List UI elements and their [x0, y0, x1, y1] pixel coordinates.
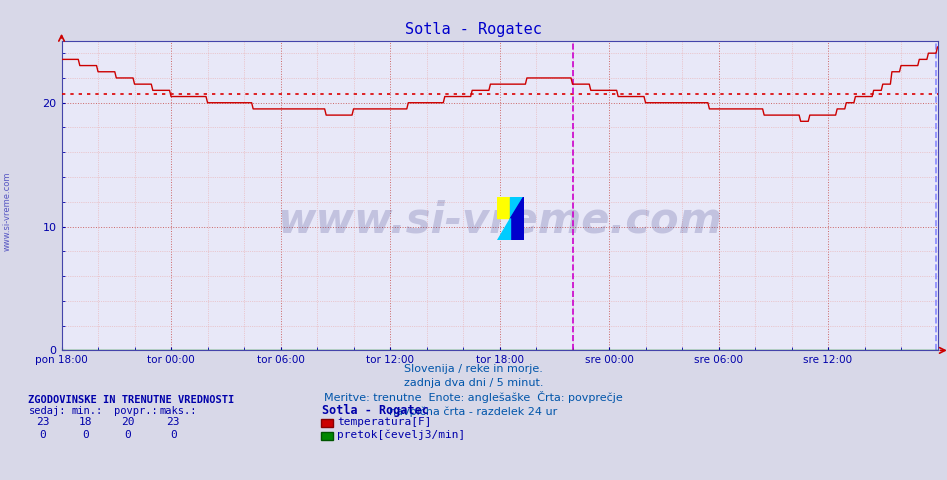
Text: 23: 23 — [167, 417, 180, 427]
Text: sedaj:: sedaj: — [28, 406, 66, 416]
Text: 0: 0 — [81, 430, 89, 440]
Text: 0: 0 — [124, 430, 132, 440]
Bar — [497, 197, 510, 218]
Polygon shape — [510, 197, 524, 240]
Text: povpr.:: povpr.: — [114, 406, 157, 416]
Text: temperatura[F]: temperatura[F] — [337, 417, 432, 427]
Text: 20: 20 — [121, 417, 134, 427]
Text: 0: 0 — [170, 430, 177, 440]
Bar — [510, 197, 524, 218]
Text: pretok[čevelj3/min]: pretok[čevelj3/min] — [337, 430, 465, 440]
Text: Sotla - Rogatec: Sotla - Rogatec — [322, 404, 429, 417]
Text: 18: 18 — [79, 417, 92, 427]
Text: navpična črta - razdelek 24 ur: navpična črta - razdelek 24 ur — [389, 407, 558, 417]
Text: Sotla - Rogatec: Sotla - Rogatec — [405, 22, 542, 36]
Text: www.si-vreme.com: www.si-vreme.com — [3, 171, 12, 251]
Text: zadnja dva dni / 5 minut.: zadnja dva dni / 5 minut. — [403, 378, 544, 388]
Polygon shape — [497, 218, 510, 240]
Text: Meritve: trenutne  Enote: anglešaške  Črta: povprečje: Meritve: trenutne Enote: anglešaške Črta… — [324, 391, 623, 403]
Text: min.:: min.: — [71, 406, 102, 416]
Text: ZGODOVINSKE IN TRENUTNE VREDNOSTI: ZGODOVINSKE IN TRENUTNE VREDNOSTI — [28, 395, 235, 405]
Text: www.si-vreme.com: www.si-vreme.com — [277, 199, 722, 241]
Text: 23: 23 — [36, 417, 49, 427]
Text: 0: 0 — [39, 430, 46, 440]
Text: maks.:: maks.: — [159, 406, 197, 416]
Text: Slovenija / reke in morje.: Slovenija / reke in morje. — [404, 364, 543, 374]
